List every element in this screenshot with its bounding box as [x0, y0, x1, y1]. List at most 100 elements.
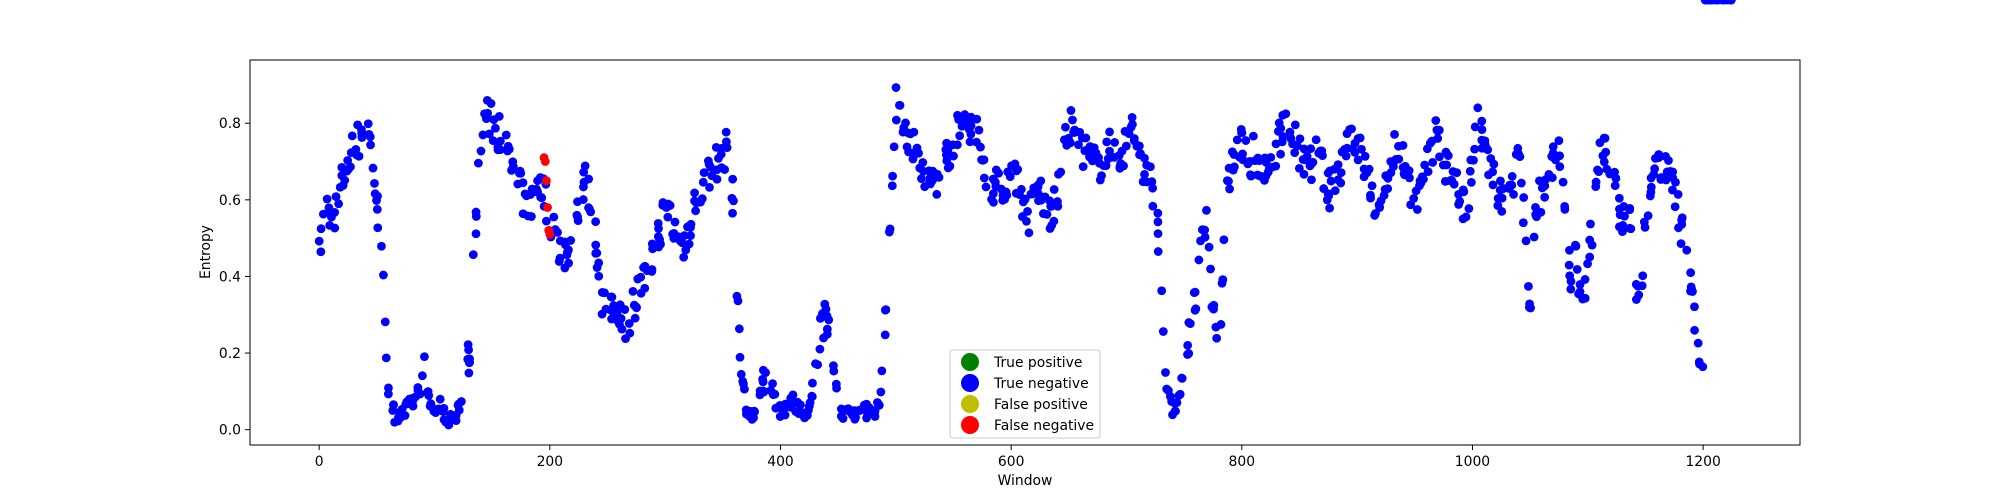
point-true-negative	[388, 406, 398, 415]
point-true-negative	[1435, 152, 1444, 162]
point-true-negative	[697, 194, 707, 204]
point-true-negative	[1206, 264, 1215, 274]
point-true-negative	[880, 305, 890, 315]
x-tick-label: 800	[1229, 454, 1256, 470]
legend-marker-true-negative	[961, 374, 979, 392]
point-true-negative	[1219, 235, 1229, 245]
point-true-negative	[1241, 136, 1251, 145]
point-true-negative	[1194, 255, 1204, 265]
point-true-negative	[721, 137, 731, 147]
point-true-negative	[464, 368, 474, 378]
point-true-negative	[953, 140, 962, 150]
point-true-negative	[1682, 245, 1692, 255]
point-true-negative	[1599, 157, 1609, 167]
point-true-negative	[330, 223, 340, 233]
point-true-negative	[586, 207, 596, 217]
point-true-negative	[413, 385, 423, 395]
point-true-negative	[1654, 150, 1664, 159]
point-true-negative	[1278, 110, 1288, 120]
point-true-negative	[728, 174, 738, 184]
point-true-negative	[874, 400, 884, 410]
point-true-negative	[1554, 136, 1564, 145]
point-true-negative	[632, 303, 641, 313]
point-true-negative	[1110, 138, 1120, 147]
point-true-negative	[1202, 205, 1211, 215]
point-true-negative	[1315, 146, 1325, 156]
point-true-negative	[327, 212, 336, 222]
point-true-negative	[380, 317, 390, 327]
point-true-negative	[1347, 124, 1356, 134]
point-true-negative	[1325, 203, 1334, 213]
point-true-negative	[1470, 144, 1480, 154]
point-true-negative	[1578, 294, 1588, 304]
point-true-negative	[1693, 338, 1703, 348]
point-true-negative	[1237, 128, 1247, 138]
point-true-negative	[368, 163, 378, 173]
point-true-negative	[1416, 178, 1426, 188]
point-true-negative	[851, 409, 861, 418]
point-true-negative	[1583, 259, 1592, 269]
point-true-negative	[1348, 144, 1357, 154]
point-true-negative	[885, 224, 895, 234]
point-true-negative	[1307, 175, 1316, 185]
point-true-negative	[1170, 398, 1180, 408]
point-true-negative	[1066, 106, 1076, 115]
point-true-negative	[640, 261, 650, 271]
point-true-negative	[503, 146, 512, 156]
point-true-negative	[1540, 192, 1550, 202]
point-true-negative	[705, 182, 714, 192]
point-true-negative	[1161, 368, 1170, 377]
point-true-negative	[1442, 160, 1452, 170]
point-true-negative	[877, 366, 887, 376]
point-true-negative	[1411, 186, 1421, 196]
point-true-negative	[807, 391, 817, 401]
point-true-negative	[1324, 191, 1334, 201]
point-true-negative	[1042, 210, 1052, 219]
point-true-negative	[1477, 125, 1487, 134]
point-true-negative	[1465, 166, 1475, 176]
point-true-negative	[1564, 260, 1574, 270]
point-true-negative	[663, 212, 673, 222]
point-true-negative	[1054, 169, 1063, 179]
point-true-negative	[1650, 164, 1660, 174]
point-true-negative	[346, 162, 355, 172]
legend-label-true-negative: True negative	[993, 376, 1089, 392]
point-true-negative	[1341, 151, 1351, 161]
point-true-negative	[1357, 144, 1366, 154]
point-true-negative	[795, 407, 805, 416]
point-true-negative	[616, 314, 626, 323]
point-true-negative	[1271, 161, 1281, 171]
point-true-negative	[1610, 181, 1620, 191]
point-true-negative	[800, 413, 809, 423]
point-true-negative	[1526, 303, 1535, 313]
point-true-negative	[932, 189, 942, 199]
point-true-negative	[1299, 144, 1309, 154]
point-true-negative	[1097, 171, 1106, 180]
point-true-negative	[699, 168, 709, 177]
point-true-negative	[1216, 320, 1226, 329]
point-true-negative	[1148, 201, 1158, 211]
point-true-negative	[465, 357, 475, 367]
point-true-negative	[1566, 276, 1576, 286]
point-true-negative	[822, 324, 832, 334]
point-true-negative	[607, 292, 617, 302]
point-true-negative	[1464, 204, 1474, 213]
legend-marker-true-positive	[961, 353, 979, 371]
point-true-negative	[316, 224, 326, 234]
point-true-negative	[471, 229, 481, 239]
point-true-negative	[508, 162, 518, 172]
point-true-negative	[721, 127, 731, 137]
point-true-negative	[624, 319, 634, 328]
point-true-negative	[630, 313, 640, 323]
point-true-negative	[1078, 162, 1088, 172]
point-true-negative	[1065, 138, 1075, 148]
point-true-negative	[532, 184, 541, 194]
point-true-negative	[1548, 142, 1558, 152]
point-true-negative	[600, 288, 609, 298]
point-true-negative	[1466, 177, 1476, 187]
point-true-negative	[1614, 193, 1624, 203]
point-true-negative	[1404, 166, 1414, 176]
point-true-negative	[372, 204, 382, 214]
point-true-negative	[1406, 200, 1416, 210]
point-true-negative	[1330, 186, 1340, 196]
